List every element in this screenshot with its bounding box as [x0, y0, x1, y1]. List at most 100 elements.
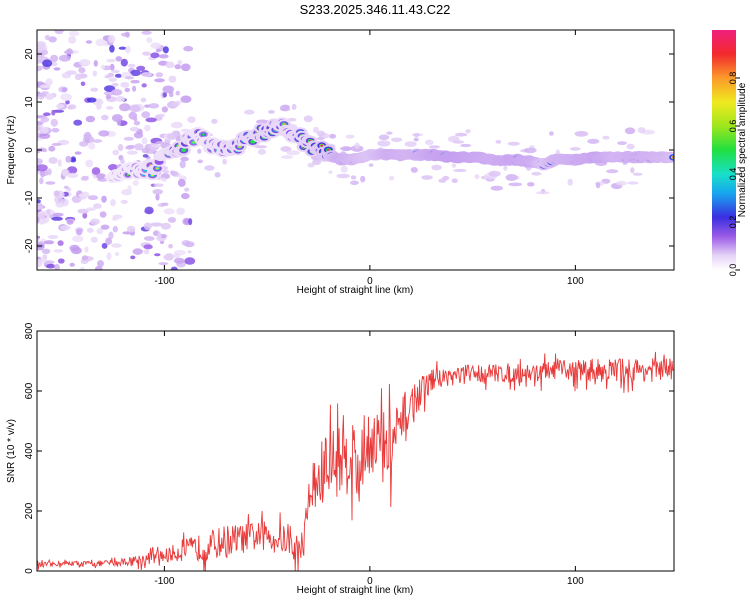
noise-blob — [187, 116, 196, 123]
noise-blob — [172, 101, 180, 107]
noise-blob — [340, 165, 348, 173]
noise-blob — [170, 121, 183, 129]
noise-blob — [144, 206, 154, 215]
spectrogram-heatmap — [37, 30, 674, 270]
noise-blob — [63, 185, 69, 189]
noise-blob — [132, 180, 139, 186]
noise-blob — [120, 199, 128, 204]
noise-blob — [428, 145, 440, 149]
noise-blob — [57, 159, 62, 168]
noise-blob — [140, 97, 147, 103]
noise-blob — [143, 244, 153, 250]
noise-blob — [453, 169, 467, 172]
noise-blob — [569, 147, 581, 151]
noise-blob — [101, 114, 109, 121]
noise-blob — [507, 141, 520, 146]
noise-blob — [141, 137, 148, 145]
noise-blob — [451, 163, 457, 168]
noise-blob — [97, 260, 104, 268]
noise-blob — [214, 172, 221, 178]
noise-blob — [307, 162, 315, 168]
noise-blob — [125, 45, 131, 54]
noise-blob — [161, 106, 168, 113]
noise-blob — [150, 42, 161, 49]
noise-blob — [106, 58, 116, 63]
noise-blob — [452, 140, 465, 144]
noise-blob — [68, 36, 77, 44]
noise-blob — [163, 254, 174, 261]
noise-blob — [141, 83, 147, 88]
noise-blob — [503, 165, 508, 171]
noise-blob — [127, 185, 132, 192]
noise-blob — [116, 118, 121, 126]
noise-blob — [90, 236, 98, 243]
noise-blob — [197, 159, 203, 164]
noise-blob — [490, 185, 503, 191]
noise-blob — [170, 170, 179, 177]
noise-blob — [255, 119, 269, 124]
noise-blob — [451, 178, 458, 183]
noise-blob — [124, 31, 130, 38]
noise-blob — [105, 237, 112, 245]
noise-blob — [350, 180, 359, 186]
y-tick-label: 10 — [24, 96, 35, 108]
noise-blob — [404, 141, 417, 148]
noise-blob — [101, 195, 107, 203]
noise-blob — [120, 158, 125, 164]
noise-blob — [78, 59, 91, 67]
noise-blob — [197, 148, 202, 154]
noise-blob — [313, 126, 319, 134]
noise-blob — [54, 264, 60, 270]
noise-blob — [637, 127, 646, 134]
noise-blob — [155, 49, 161, 53]
noise-blob — [37, 41, 46, 48]
noise-blob — [145, 117, 157, 123]
noise-blob — [108, 231, 114, 240]
noise-blob — [153, 183, 164, 187]
noise-blob — [73, 119, 83, 126]
noise-blob — [45, 93, 54, 101]
noise-blob — [343, 146, 352, 151]
noise-blob — [505, 174, 518, 181]
noise-blob — [100, 64, 106, 70]
noise-blob — [101, 242, 108, 249]
noise-blob — [162, 169, 170, 174]
noise-blob — [115, 56, 123, 62]
colorbar-tick-label: 0.0 — [728, 264, 738, 277]
y-tick-label: 20 — [24, 48, 35, 60]
noise-blob — [165, 61, 175, 69]
noise-blob — [126, 150, 138, 155]
ridge-blob — [192, 141, 196, 144]
noise-blob — [51, 127, 60, 133]
colorbar-gradient — [712, 30, 736, 270]
noise-blob — [118, 46, 127, 50]
noise-blob — [531, 171, 542, 176]
x-tick-label: -100 — [154, 276, 174, 287]
noise-blob — [142, 154, 149, 158]
noise-blob — [41, 248, 51, 254]
noise-blob — [62, 169, 69, 177]
noise-blob — [602, 135, 610, 140]
noise-blob — [37, 243, 45, 251]
noise-blob — [108, 77, 117, 83]
noise-blob — [40, 170, 45, 178]
noise-blob — [87, 195, 99, 201]
noise-blob — [286, 150, 300, 156]
noise-blob — [130, 255, 136, 260]
noise-blob — [96, 173, 105, 180]
noise-blob — [377, 141, 387, 146]
noise-blob — [77, 208, 89, 214]
noise-blob — [312, 159, 322, 166]
noise-blob — [627, 181, 639, 185]
noise-blob — [160, 222, 171, 230]
noise-blob — [66, 48, 73, 55]
colorbar-tick-label: 0.4 — [728, 168, 738, 181]
noise-blob — [43, 240, 55, 245]
noise-blob — [128, 63, 136, 68]
noise-blob — [574, 130, 589, 137]
noise-blob — [141, 30, 152, 35]
noise-blob — [160, 173, 171, 180]
noise-blob — [549, 131, 554, 136]
noise-blob — [391, 137, 403, 143]
noise-blob — [133, 116, 138, 122]
